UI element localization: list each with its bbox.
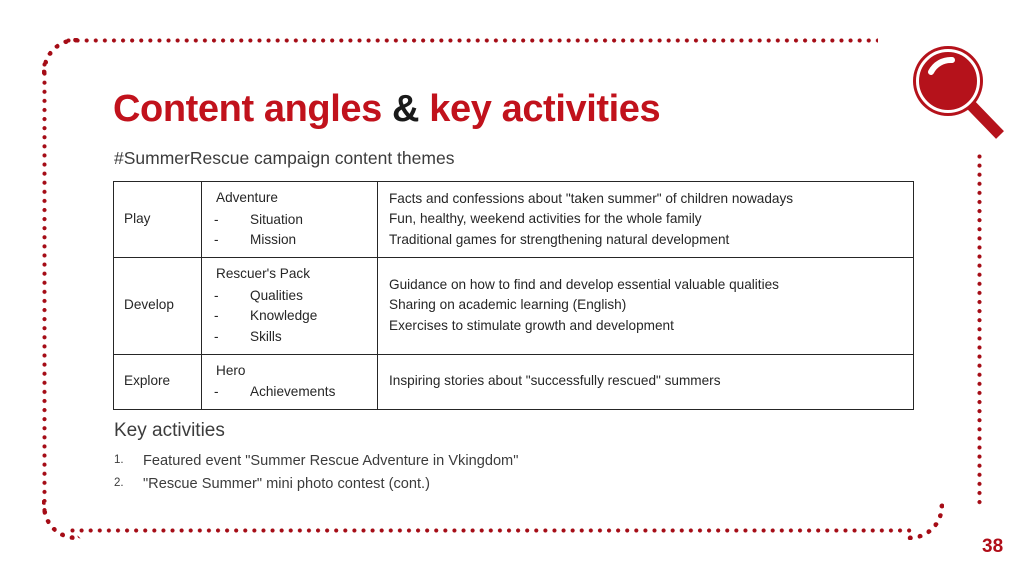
topic-cell: Hero Achievements [201,353,378,410]
dotted-frame-right [977,154,982,506]
table-row: Explore Hero Achievements Inspiring stor… [113,353,914,410]
page-title-part1: Content angles [113,88,393,130]
topic-item-list: Achievements [212,382,368,403]
dotted-frame-corner-bottom-left [42,500,82,540]
description-line: Inspiring stories about "successfully re… [389,373,721,389]
description-line: Sharing on academic learning (English) [389,297,627,313]
topic-item: Achievements [212,382,368,403]
description-line: Facts and confessions about "taken summe… [389,190,794,206]
list-item: 1. Featured event "Summer Rescue Adventu… [114,450,518,473]
topic-item: Mission [212,230,368,251]
description-cell: Inspiring stories about "successfully re… [377,353,914,410]
dotted-frame-corner-top-left [42,38,82,78]
stage-cell: Play [113,181,202,258]
key-activities-heading: Key activities [114,420,225,441]
page-number: 38 [982,536,1004,557]
topic-heading: Adventure [216,190,278,205]
description-line: Fun, healthy, weekend activities for the… [389,211,702,227]
description-line: Traditional games for strengthening natu… [389,231,730,247]
topic-item: Situation [212,210,368,231]
topic-heading: Rescuer's Pack [216,265,311,281]
description-cell: Guidance on how to find and develop esse… [377,256,914,355]
table-row: Develop Rescuer's Pack Qualities Knowled… [113,256,914,355]
topic-cell: Adventure Situation Mission [201,181,378,258]
list-item-number: 1. [114,454,124,466]
dotted-frame-bottom [70,528,912,533]
list-item-number: 2. [114,476,124,489]
page-title: Content angles & key activities [113,88,661,131]
description-line: Guidance on how to find and develop esse… [389,276,779,292]
topic-item: Skills [212,327,368,348]
description-line: Exercises to stimulate growth and develo… [389,318,674,334]
page-title-part2: key activities [419,88,661,130]
table-row: Play Adventure Situation Mission Facts a… [113,181,914,258]
topic-cell: Rescuer's Pack Qualities Knowledge Skill… [201,256,378,355]
dotted-frame-corner-bottom-right [904,500,944,540]
list-item: 2. "Rescue Summer" mini photo contest (c… [114,473,518,496]
dotted-frame-left [42,62,47,514]
list-item-label: Featured event "Summer Rescue Adventure … [143,453,519,469]
topic-item: Qualities [212,286,368,307]
description-cell: Facts and confessions about "taken summe… [377,181,914,258]
list-item-label: "Rescue Summer" mini photo contest (cont… [143,475,430,492]
topic-item-list: Situation Mission [212,210,368,251]
dotted-frame-top [66,38,878,43]
topic-item-list: Qualities Knowledge Skills [212,286,368,348]
stage-cell: Explore [113,353,202,410]
topic-heading: Hero [216,362,246,378]
content-themes-table: Play Adventure Situation Mission Facts a… [113,181,914,410]
page-title-ampersand: & [392,88,420,130]
key-activities-list: 1. Featured event "Summer Rescue Adventu… [114,450,518,496]
topic-item: Knowledge [212,306,368,327]
page-subtitle: #SummerRescue campaign content themes [114,148,455,168]
stage-cell: Develop [113,256,202,355]
magnifying-glass-icon [900,34,1012,146]
